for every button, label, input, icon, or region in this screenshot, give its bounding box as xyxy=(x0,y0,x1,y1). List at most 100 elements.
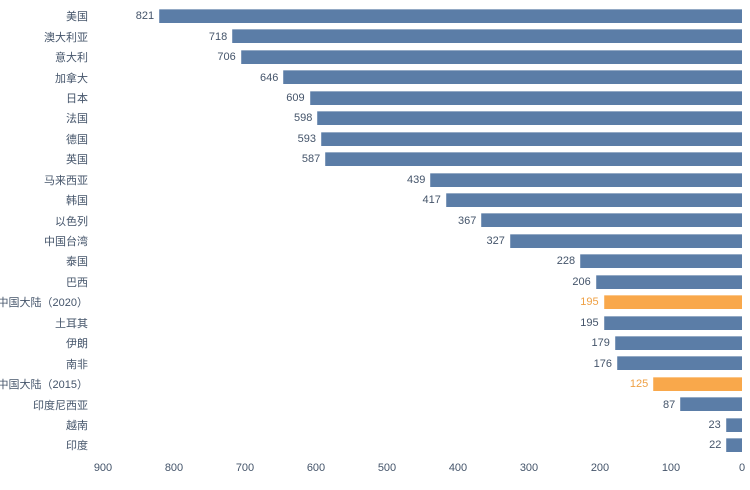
category-label: 泰国 xyxy=(66,256,88,269)
bar xyxy=(481,213,742,228)
bar xyxy=(159,9,742,23)
category-label: 伊朗 xyxy=(66,338,88,351)
x-axis: 900 800 700 600 500 400 300 200 100 0 xyxy=(0,462,750,480)
category-label: 中国台湾 xyxy=(44,236,88,249)
bar xyxy=(445,192,742,207)
value-label: 195 xyxy=(580,316,599,329)
category-label: 日本 xyxy=(66,92,88,105)
bar-row: 越南 23 xyxy=(0,415,750,435)
value-label: 718 xyxy=(208,30,228,43)
bar xyxy=(580,254,742,269)
bar-row: 巴西 206 xyxy=(0,272,750,292)
plot-area: 美国 821 澳大利亚 718 意大利 706 加拿大 646 日本 609 法… xyxy=(0,6,750,456)
bar xyxy=(509,233,742,248)
value-label: 706 xyxy=(217,51,236,64)
bar-row: 英国 587 xyxy=(0,149,750,169)
category-label: 德国 xyxy=(66,133,88,146)
value-label: 179 xyxy=(591,337,610,350)
bar xyxy=(617,356,742,371)
bar-row: 中国台湾 327 xyxy=(0,231,750,251)
value-label: 439 xyxy=(406,173,426,186)
category-label: 中国大陆（2020） xyxy=(0,297,88,310)
value-label: 609 xyxy=(286,91,305,104)
category-label: 澳大利亚 xyxy=(44,31,88,44)
bar-row: 意大利 706 xyxy=(0,47,750,67)
value-label: 367 xyxy=(458,214,477,227)
bar-row: 印度 22 xyxy=(0,435,750,455)
category-label: 意大利 xyxy=(55,52,88,65)
x-axis-tick: 800 xyxy=(164,462,184,474)
bar-row: 德国 593 xyxy=(0,129,750,149)
value-label: 206 xyxy=(572,275,591,288)
category-label: 南非 xyxy=(66,358,88,371)
bar-row: 中国大陆（2015） 125 xyxy=(0,374,750,394)
bar-row: 澳大利亚 718 xyxy=(0,26,750,46)
category-label: 英国 xyxy=(66,154,88,167)
category-label: 美国 xyxy=(66,11,88,24)
category-label: 中国大陆（2015） xyxy=(0,379,88,392)
value-label: 125 xyxy=(629,378,649,391)
bar-row: 加拿大 646 xyxy=(0,67,750,87)
value-label: 22 xyxy=(709,439,722,452)
bar xyxy=(317,111,742,126)
bar-row: 土耳其 195 xyxy=(0,313,750,333)
bar-row: 法国 598 xyxy=(0,108,750,128)
bar xyxy=(603,295,742,310)
bar-row: 以色列 367 xyxy=(0,210,750,230)
bar-row: 中国大陆（2020） 195 xyxy=(0,292,750,312)
value-label: 417 xyxy=(422,194,441,207)
x-axis-tick: 500 xyxy=(377,462,397,474)
value-label: 176 xyxy=(593,357,612,370)
bar xyxy=(430,172,742,187)
value-label: 821 xyxy=(135,10,155,23)
bar xyxy=(653,376,742,391)
bar xyxy=(603,315,742,330)
bar xyxy=(325,152,742,167)
x-axis-tick: 600 xyxy=(306,462,326,474)
bar xyxy=(321,131,742,146)
value-label: 587 xyxy=(301,153,321,166)
category-label: 以色列 xyxy=(55,215,88,228)
x-axis-tick: 700 xyxy=(235,462,255,474)
bar xyxy=(595,274,742,289)
category-label: 印度 xyxy=(66,440,88,453)
bar-row: 泰国 228 xyxy=(0,251,750,271)
value-label: 598 xyxy=(294,112,313,125)
value-label: 327 xyxy=(486,235,505,248)
bar xyxy=(283,70,742,85)
bar-row: 美国 821 xyxy=(0,6,750,26)
bar-row: 南非 176 xyxy=(0,353,750,373)
x-axis-tick: 900 xyxy=(93,462,113,474)
bar xyxy=(725,417,742,432)
category-label: 印度尼西亚 xyxy=(33,399,88,412)
bar xyxy=(726,438,742,453)
bar xyxy=(232,29,742,44)
bar xyxy=(614,336,742,350)
x-axis-tick: 0 xyxy=(738,462,746,474)
category-label: 土耳其 xyxy=(55,317,88,330)
bar-row: 伊朗 179 xyxy=(0,333,750,353)
category-label: 韩国 xyxy=(66,195,88,208)
bar-row: 马来西亚 439 xyxy=(0,170,750,190)
category-label: 加拿大 xyxy=(55,72,88,85)
value-label: 23 xyxy=(708,418,721,431)
bar xyxy=(240,49,742,64)
bar-row: 印度尼西亚 87 xyxy=(0,394,750,414)
category-label: 越南 xyxy=(66,419,88,432)
value-label: 195 xyxy=(580,296,599,309)
bar-row: 韩国 417 xyxy=(0,190,750,210)
bar xyxy=(680,397,742,412)
x-axis-tick: 300 xyxy=(519,462,539,474)
x-axis-tick: 100 xyxy=(661,462,681,474)
x-axis-tick: 400 xyxy=(448,462,468,474)
value-label: 646 xyxy=(259,71,279,84)
value-label: 228 xyxy=(556,255,576,268)
x-axis-tick: 200 xyxy=(590,462,610,474)
category-label: 巴西 xyxy=(66,276,88,289)
bar-row: 日本 609 xyxy=(0,88,750,108)
bar xyxy=(309,90,742,105)
value-label: 87 xyxy=(662,398,676,411)
value-label: 593 xyxy=(297,132,316,145)
category-label: 法国 xyxy=(66,113,88,126)
